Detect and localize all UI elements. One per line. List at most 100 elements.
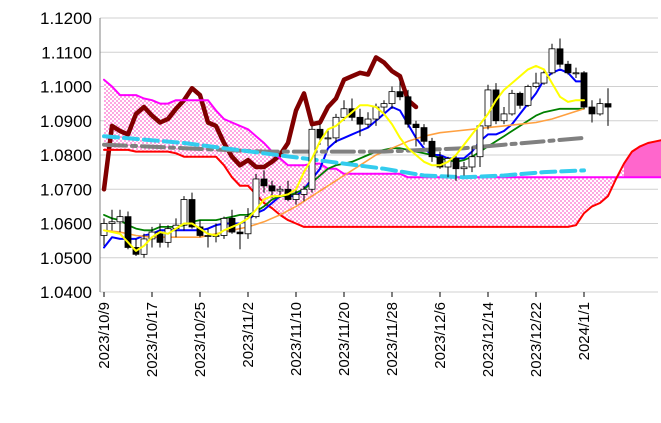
cloud-segment xyxy=(264,143,272,209)
cloud-segment xyxy=(440,177,448,227)
cloud-segment xyxy=(360,173,368,227)
candle-body xyxy=(596,103,604,115)
candle-body xyxy=(236,231,244,235)
cloud-segment xyxy=(592,177,600,207)
candle-body xyxy=(572,72,580,75)
x-tick-label: 2023/11/28 xyxy=(384,302,401,376)
candle-body xyxy=(508,92,516,115)
cloud-segment xyxy=(384,173,392,227)
cloud-segment xyxy=(432,177,440,227)
cloud-segment xyxy=(640,143,648,178)
candle-body xyxy=(484,89,492,127)
candle-body xyxy=(604,103,612,108)
y-tick-label: 1.0600 xyxy=(40,215,92,234)
candle-body xyxy=(116,216,124,223)
series-line-2 xyxy=(103,139,661,228)
cloud-segment xyxy=(576,177,584,226)
cloud-segment xyxy=(648,141,656,178)
candle-body xyxy=(524,86,532,106)
candle-body xyxy=(380,103,388,108)
candle-body xyxy=(548,48,556,74)
candle-body xyxy=(204,235,212,237)
cloud-segment xyxy=(352,173,360,227)
x-tick-label: 2023/10/25 xyxy=(192,302,209,377)
indicator-lines xyxy=(101,55,661,249)
series-line-0 xyxy=(101,55,419,192)
candle-body xyxy=(588,106,596,115)
cloud-segment xyxy=(448,177,456,227)
cloud-segment xyxy=(240,125,248,186)
cloud-segment xyxy=(560,177,568,227)
candle-body xyxy=(532,82,540,87)
candle-body xyxy=(300,188,308,195)
candle-body xyxy=(388,91,396,105)
cloud-segment xyxy=(472,177,480,227)
cloud-segment xyxy=(344,173,352,227)
candle-body xyxy=(468,156,476,168)
y-tick-label: 1.0500 xyxy=(40,249,92,268)
cloud-segment xyxy=(368,173,376,227)
candle-body xyxy=(340,108,348,118)
candle-body xyxy=(324,137,332,140)
y-tick-label: 1.1200 xyxy=(40,9,92,28)
cloud-segment xyxy=(424,177,432,227)
cloud-segment xyxy=(632,146,640,178)
series-line-1 xyxy=(103,78,661,179)
cloud-segment xyxy=(208,100,216,157)
cloud-segment xyxy=(528,177,536,227)
cloud-segment xyxy=(624,151,632,178)
cloud-segment xyxy=(152,100,160,152)
candle-body xyxy=(420,127,428,142)
candle-body xyxy=(356,116,364,125)
candle-body xyxy=(564,63,572,74)
cloud-segment xyxy=(544,177,552,227)
candle-body xyxy=(428,140,436,158)
series-line-6 xyxy=(102,135,586,154)
cloud-segment xyxy=(552,177,560,227)
candle-body xyxy=(220,217,228,236)
y-axis: 1.0400 1.0500 1.0600 1.0700 1.0800 1.0900 1.10… xyxy=(40,9,101,302)
candle-body xyxy=(260,178,268,187)
candle-body xyxy=(164,228,172,243)
cloud-segment xyxy=(336,168,344,227)
cloud-segment xyxy=(416,177,424,227)
x-tick-label: 2023/10/9 xyxy=(96,302,113,369)
x-tick-label: 2023/12/22 xyxy=(528,302,545,377)
y-tick-label: 1.1100 xyxy=(41,43,92,62)
cloud-segment xyxy=(328,168,336,227)
candle-body xyxy=(364,118,372,125)
x-tick-label: 2023/12/14 xyxy=(480,302,497,377)
x-axis: 2023/10/9 2023/10/17 2023/10/25 2023/11/2 20… xyxy=(96,292,593,377)
candles xyxy=(100,38,612,258)
cloud-segment xyxy=(232,122,240,186)
candle-body xyxy=(452,158,460,170)
cloud-segment xyxy=(488,177,496,227)
cloud-segment xyxy=(392,173,400,227)
cloud-segment xyxy=(320,163,328,227)
cloud-segment xyxy=(120,95,128,150)
cloud-segment xyxy=(656,140,661,178)
candle-body xyxy=(396,91,404,98)
series-line-5 xyxy=(103,108,585,238)
candle-body xyxy=(276,188,284,192)
candle-body xyxy=(404,96,412,125)
candle-body xyxy=(252,178,260,218)
candle-body xyxy=(244,216,252,235)
cloud-segment xyxy=(584,177,592,214)
cloud-segment xyxy=(408,177,416,227)
y-tick-label: 1.0700 xyxy=(40,180,92,199)
cloud-segment xyxy=(512,177,520,227)
candle-body xyxy=(460,166,468,170)
candle-body xyxy=(476,125,484,158)
cloud-segment xyxy=(280,158,288,221)
x-tick-label: 2024/1/1 xyxy=(576,302,593,360)
candle-body xyxy=(124,216,132,248)
candle-body xyxy=(292,193,300,200)
cloud-segment xyxy=(568,177,576,227)
candle-body xyxy=(580,72,588,108)
cloud-segment xyxy=(464,177,472,227)
cloud-segment xyxy=(496,177,504,227)
cloud-segment xyxy=(136,95,144,152)
cloud-segment xyxy=(160,103,168,152)
